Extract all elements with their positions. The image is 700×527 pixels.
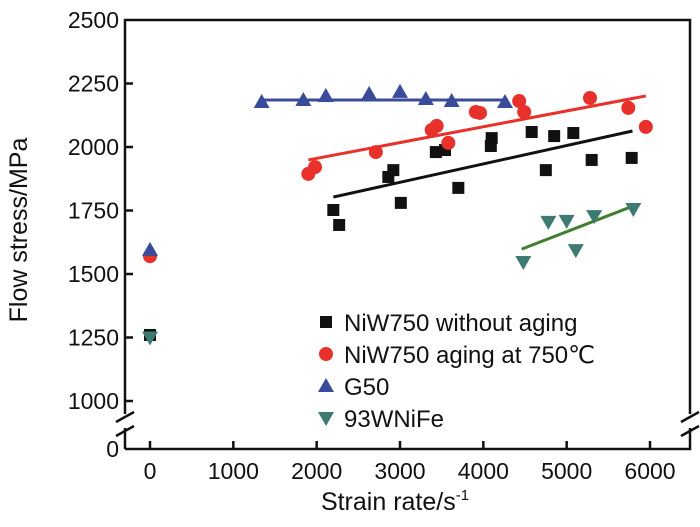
y-axis-break-right	[680, 410, 700, 438]
axes	[115, 18, 700, 451]
square-marker	[394, 196, 407, 209]
triangle-up-marker	[318, 378, 334, 392]
circle-marker	[473, 105, 487, 120]
square-marker	[387, 164, 400, 177]
square-marker	[548, 130, 561, 143]
circle-marker	[429, 118, 444, 133]
circle-marker	[583, 90, 597, 105]
fit-line	[521, 204, 634, 251]
triangle-up-marker	[295, 92, 312, 107]
triangle-up-marker	[142, 241, 158, 256]
square-marker	[327, 203, 340, 216]
square-marker	[625, 151, 638, 164]
x-tick-label: 2000	[291, 458, 342, 484]
square-marker	[320, 316, 332, 328]
y-tick-label: 2250	[68, 71, 119, 97]
square-marker	[452, 181, 465, 194]
triangle-down-marker	[625, 202, 642, 217]
triangle-down-marker	[540, 215, 557, 230]
triangle-down-marker	[318, 412, 334, 426]
data-points	[142, 83, 653, 346]
triangle-down-marker	[586, 210, 603, 225]
y-tick-label: 2500	[68, 7, 119, 33]
triangle-up-marker	[317, 87, 334, 102]
legend-label: G50	[344, 374, 389, 401]
circle-marker	[319, 347, 333, 361]
circle-marker	[621, 100, 636, 115]
triangle-up-marker	[443, 93, 460, 108]
x-tick-label: 5000	[541, 458, 592, 484]
triangle-up-marker	[253, 94, 270, 109]
square-marker	[539, 164, 552, 177]
square-marker	[585, 153, 598, 166]
legend-label: NiW750 aging at 750℃	[344, 342, 595, 369]
y-tick-label: 1250	[68, 325, 119, 351]
square-marker	[333, 218, 346, 231]
circle-marker	[517, 104, 532, 119]
y-tick-label: 0	[106, 436, 119, 462]
square-marker	[485, 132, 498, 145]
fit-line	[308, 94, 647, 162]
y-axis-label: Flow stress/MPa	[5, 138, 33, 323]
fit-line	[333, 129, 633, 199]
circle-marker	[368, 145, 383, 160]
triangle-down-marker	[567, 244, 584, 259]
x-tick-label: 3000	[374, 458, 425, 484]
y-tick-label: 1750	[68, 198, 119, 224]
triangle-down-marker	[142, 331, 158, 346]
y-tick-label: 1500	[68, 261, 119, 287]
circle-marker	[441, 135, 456, 150]
triangle-up-marker	[497, 94, 513, 109]
x-tick-label: 0	[144, 458, 157, 484]
triangle-down-marker	[558, 214, 575, 229]
x-tick-label: 1000	[208, 458, 259, 484]
x-axis-label: Strain rate/s-1	[321, 487, 469, 516]
square-marker	[567, 127, 580, 140]
x-tick-label: 4000	[458, 458, 509, 484]
x-tick-label: 6000	[624, 458, 675, 484]
triangle-up-marker	[392, 83, 408, 98]
square-marker	[525, 126, 538, 139]
triangle-down-marker	[515, 256, 532, 271]
circle-marker	[512, 94, 527, 109]
tick-labels: 0 1000 1250 1500 1750 2000 2250 2500 0 1000 2000 30…	[68, 7, 676, 484]
square-marker	[429, 146, 442, 159]
circle-marker	[638, 119, 653, 134]
plot-frame	[123, 18, 692, 451]
y-tick-label: 1000	[68, 388, 119, 414]
y-tick-label: 2000	[68, 134, 119, 160]
legend: NiW750 without aging NiW750 aging at 750℃…	[318, 310, 595, 433]
circle-marker	[308, 160, 322, 175]
triangle-up-marker	[361, 85, 378, 100]
legend-label: NiW750 without aging	[344, 310, 577, 337]
legend-label: 93WNiFe	[344, 406, 444, 433]
y-axis-break-left	[115, 410, 135, 438]
triangle-up-marker	[417, 90, 434, 105]
